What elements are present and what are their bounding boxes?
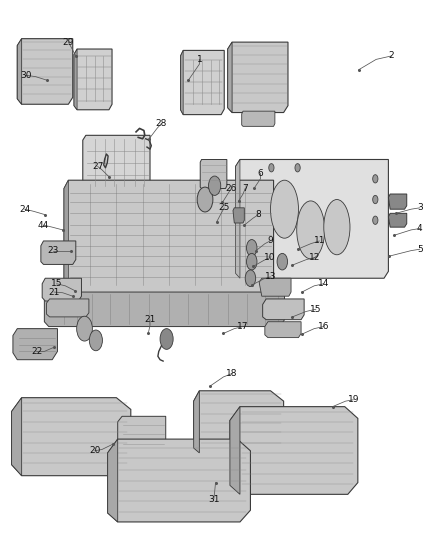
Text: 24: 24 bbox=[19, 205, 30, 214]
Polygon shape bbox=[236, 159, 389, 278]
Text: 25: 25 bbox=[219, 203, 230, 212]
Text: 27: 27 bbox=[92, 162, 103, 171]
Polygon shape bbox=[41, 241, 76, 264]
Text: 7: 7 bbox=[242, 184, 248, 193]
Text: 9: 9 bbox=[267, 237, 273, 246]
Circle shape bbox=[277, 253, 288, 270]
Polygon shape bbox=[118, 416, 166, 453]
Polygon shape bbox=[230, 407, 358, 494]
Text: 18: 18 bbox=[226, 369, 238, 378]
Text: 15: 15 bbox=[310, 305, 321, 314]
Polygon shape bbox=[180, 51, 224, 115]
Polygon shape bbox=[389, 213, 407, 227]
Circle shape bbox=[247, 239, 257, 256]
Text: 30: 30 bbox=[20, 71, 32, 80]
Text: 8: 8 bbox=[255, 210, 261, 219]
Text: 26: 26 bbox=[226, 184, 237, 193]
Polygon shape bbox=[17, 39, 73, 104]
Polygon shape bbox=[74, 49, 77, 110]
Text: 22: 22 bbox=[31, 347, 42, 356]
Polygon shape bbox=[46, 299, 89, 317]
Text: 21: 21 bbox=[48, 287, 60, 296]
Text: 12: 12 bbox=[309, 253, 321, 262]
Polygon shape bbox=[194, 391, 199, 453]
Polygon shape bbox=[108, 439, 118, 522]
Polygon shape bbox=[74, 49, 112, 110]
Ellipse shape bbox=[297, 201, 325, 259]
Circle shape bbox=[373, 216, 378, 224]
Text: 4: 4 bbox=[417, 224, 423, 233]
Circle shape bbox=[373, 175, 378, 183]
Circle shape bbox=[89, 330, 102, 351]
Circle shape bbox=[197, 187, 213, 212]
Ellipse shape bbox=[271, 180, 298, 238]
Polygon shape bbox=[200, 159, 227, 189]
Circle shape bbox=[77, 316, 92, 341]
Text: 11: 11 bbox=[314, 237, 325, 246]
Text: 29: 29 bbox=[63, 38, 74, 46]
Text: 17: 17 bbox=[237, 322, 249, 331]
Text: 15: 15 bbox=[51, 279, 62, 288]
Polygon shape bbox=[236, 159, 240, 278]
Text: 2: 2 bbox=[389, 51, 394, 60]
Polygon shape bbox=[44, 292, 285, 327]
Text: 14: 14 bbox=[318, 279, 329, 288]
Text: 31: 31 bbox=[208, 495, 219, 504]
Polygon shape bbox=[263, 299, 304, 320]
Ellipse shape bbox=[324, 199, 350, 255]
Text: 10: 10 bbox=[265, 253, 276, 262]
Polygon shape bbox=[389, 194, 407, 209]
Polygon shape bbox=[108, 439, 251, 522]
Circle shape bbox=[247, 253, 257, 270]
Text: 3: 3 bbox=[417, 203, 423, 212]
Text: 13: 13 bbox=[265, 272, 276, 281]
Polygon shape bbox=[64, 180, 68, 294]
Polygon shape bbox=[13, 329, 57, 360]
Circle shape bbox=[245, 270, 256, 287]
Text: 16: 16 bbox=[318, 322, 329, 331]
Circle shape bbox=[208, 176, 221, 196]
Text: 21: 21 bbox=[145, 315, 155, 324]
Polygon shape bbox=[12, 398, 131, 475]
Polygon shape bbox=[42, 278, 81, 301]
Polygon shape bbox=[180, 51, 183, 115]
Circle shape bbox=[373, 196, 378, 204]
Polygon shape bbox=[233, 208, 244, 223]
Text: 1: 1 bbox=[197, 55, 202, 64]
Circle shape bbox=[269, 164, 274, 172]
Circle shape bbox=[295, 164, 300, 172]
Text: 6: 6 bbox=[258, 169, 263, 178]
Polygon shape bbox=[194, 391, 284, 453]
Polygon shape bbox=[242, 111, 275, 126]
Text: 28: 28 bbox=[155, 119, 167, 128]
Polygon shape bbox=[17, 39, 21, 104]
Polygon shape bbox=[12, 398, 21, 475]
Text: 19: 19 bbox=[348, 395, 359, 404]
Polygon shape bbox=[265, 322, 301, 337]
Circle shape bbox=[160, 329, 173, 349]
Text: 44: 44 bbox=[38, 221, 49, 230]
Text: 20: 20 bbox=[89, 446, 100, 455]
Polygon shape bbox=[64, 180, 274, 294]
Polygon shape bbox=[259, 278, 291, 296]
Polygon shape bbox=[228, 42, 288, 112]
Polygon shape bbox=[83, 135, 150, 194]
Text: 5: 5 bbox=[417, 245, 423, 254]
Polygon shape bbox=[228, 42, 232, 112]
Text: 23: 23 bbox=[47, 246, 59, 255]
Polygon shape bbox=[230, 407, 240, 494]
